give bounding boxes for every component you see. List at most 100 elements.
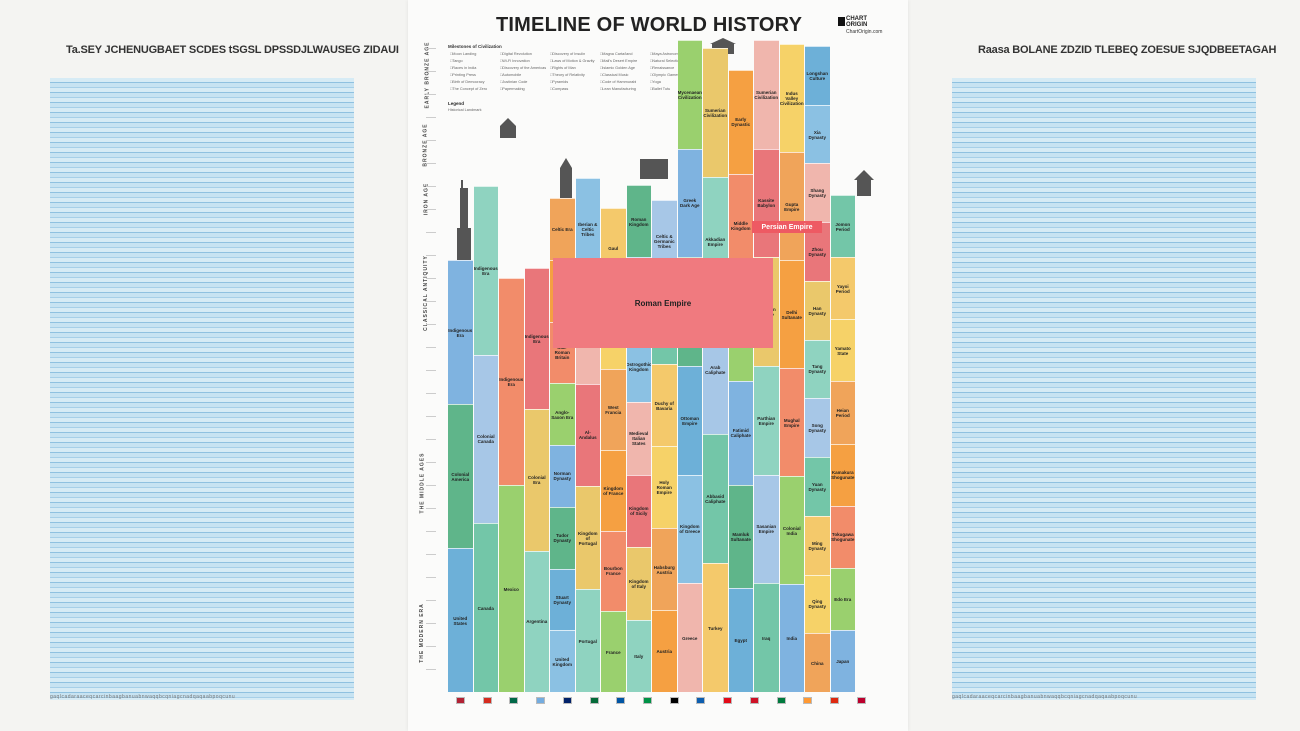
pagoda-icon: [854, 170, 874, 196]
milestone-item: Automobile: [500, 73, 521, 77]
country-column: Iberian & Celtic TribesVisigothic Kingdo…: [575, 178, 600, 692]
axis-tick: [426, 163, 436, 164]
era-block: Argentina: [524, 550, 549, 692]
era-block: Colonial Era: [524, 409, 549, 551]
timeline-poster: TIMELINE OF WORLD HISTORY CHART ORIGIN C…: [408, 0, 908, 731]
country-flag-icon: [696, 697, 706, 704]
era-block: Duchy of Bavaria: [652, 364, 677, 446]
country-column: Longshan Culture Xia Dynasty Shang Dynasty…: [805, 46, 830, 692]
era-label: BRONZE AGE: [422, 123, 429, 167]
milestone-item: Races in India: [450, 66, 476, 70]
era-block: Stuart Dynasty: [550, 568, 575, 631]
era-block: Holy Roman Empire: [652, 446, 677, 528]
milestone-item: Olympic Games: [650, 73, 679, 77]
era-block: Kingdom of Greece: [677, 474, 702, 584]
axis-tick: [426, 48, 436, 49]
country-column: Indigenous Era Colonial Era Argentina: [524, 268, 549, 692]
era-block: China: [805, 633, 830, 692]
milestone-item: Moon Landing: [450, 52, 476, 56]
milestone-item: Discovery of Insulin: [550, 52, 585, 56]
era-block: Sumerian Civilization: [754, 40, 779, 149]
milestone-item: Code of Hammurabi: [600, 80, 636, 84]
axis-tick: [426, 393, 436, 394]
era-block: Heian Period: [830, 381, 855, 444]
axis-tick: [426, 209, 436, 210]
milestone-item: Tango: [450, 59, 462, 63]
era-block: West Francia: [601, 369, 626, 450]
country-flag-icon: [562, 697, 572, 704]
right-panel-heading: Raasa BOLANE ZDZID TLEBEQ ZOESUE SJQDBEE…: [978, 44, 1277, 56]
era-block: Xia Dynasty: [805, 104, 830, 164]
era-block: Sumerian Civilization: [703, 48, 728, 177]
era-block: India: [779, 584, 804, 692]
country-flag-icon: [856, 697, 866, 704]
era-block: Parthian Empire: [754, 366, 779, 475]
axis-tick: [426, 117, 436, 118]
axis-tick: [426, 94, 436, 95]
milestone-item: Laws of Motion & Gravity: [550, 59, 594, 63]
axis-tick: [426, 554, 436, 555]
era-block: France: [601, 611, 626, 692]
era-block: United Kingdom: [550, 630, 575, 692]
era-block: Celtic Era: [550, 198, 575, 260]
poster-title: TIMELINE OF WORLD HISTORY: [496, 14, 803, 36]
country-column: Indigenous Era Colonial America United Sta…: [448, 260, 473, 692]
era-block: Han Dynasty: [805, 280, 830, 340]
era-label: THE MODERN ERA: [418, 603, 425, 663]
era-block: Indus Valley Civilization: [779, 44, 804, 152]
era-block: Mycenaean Civilization: [677, 40, 702, 149]
era-block: Gupta Empire: [779, 152, 804, 260]
era-block: Qing Dynasty: [805, 574, 830, 634]
axis-tick: [426, 531, 436, 532]
country-flag-icon: [749, 697, 759, 704]
era-block: Mughal Empire: [779, 368, 804, 476]
era-label: EARLY BRONZE AGE: [424, 41, 431, 109]
era-block: United States: [448, 548, 473, 692]
era-block: Roman Kingdom: [626, 185, 651, 258]
era-block: Italy: [626, 619, 651, 692]
axis-tick: [426, 439, 436, 440]
country-flag-icon: [589, 697, 599, 704]
country-column: Indus Valley Civilization Gupta Empire Del…: [779, 44, 804, 692]
country-flag-icon: [456, 697, 465, 704]
era-block: Edo Era: [830, 567, 855, 630]
brand-url: ChartOrigin.com: [846, 29, 883, 35]
era-block: Greece: [677, 583, 702, 692]
country-flag-icon: [509, 697, 519, 704]
era-block: Tudor Dynasty: [550, 506, 575, 569]
era-block: Sasanian Empire: [754, 474, 779, 584]
era-block: Kingdom of Italy: [626, 547, 651, 620]
country-flag-icon: [723, 697, 733, 704]
era-block: Kingdom of Sicily: [626, 474, 651, 548]
big-ben-icon: [560, 158, 572, 198]
era-block: Song Dynasty: [805, 398, 830, 458]
right-striped-panel: [952, 78, 1256, 700]
milestone-item: Yoga: [650, 80, 661, 84]
roman-empire-band: Roman Empire: [553, 258, 773, 348]
era-block: Delhi Sultanate: [779, 260, 804, 368]
statue-of-liberty-icon: [457, 180, 471, 260]
era-block: Yamato State: [830, 319, 855, 382]
era-block: Habsburg Austria: [652, 528, 677, 610]
era-block: Jomon Period: [830, 195, 855, 258]
axis-tick: [426, 324, 436, 325]
axis-tick: [426, 577, 436, 578]
country-flag-icon: [669, 697, 679, 704]
legend-heading: Legend: [448, 101, 465, 106]
country-column: Indigenous Era Colonial Canada Canada: [473, 186, 498, 692]
milestone-item: Renaissance: [650, 66, 674, 70]
country-flag-icon: [803, 697, 813, 704]
milestone-item: Classical Music: [600, 73, 628, 77]
milestone-item: Birth of Democracy: [450, 80, 484, 84]
era-block: Yuan Dynasty: [805, 457, 830, 516]
era-block: Kamakura Shogunate: [830, 443, 855, 506]
colosseum-icon: [640, 159, 668, 179]
left-striped-panel: [50, 78, 354, 700]
milestone-item: Digital Revolution: [500, 52, 532, 56]
milestone-item: Compass: [550, 87, 568, 91]
era-block: Al-Andalus: [575, 383, 600, 487]
era-block: Early Dynastic: [728, 70, 753, 174]
era-block: Egypt: [728, 588, 753, 692]
era-block: Greek Dark Age: [677, 148, 702, 258]
